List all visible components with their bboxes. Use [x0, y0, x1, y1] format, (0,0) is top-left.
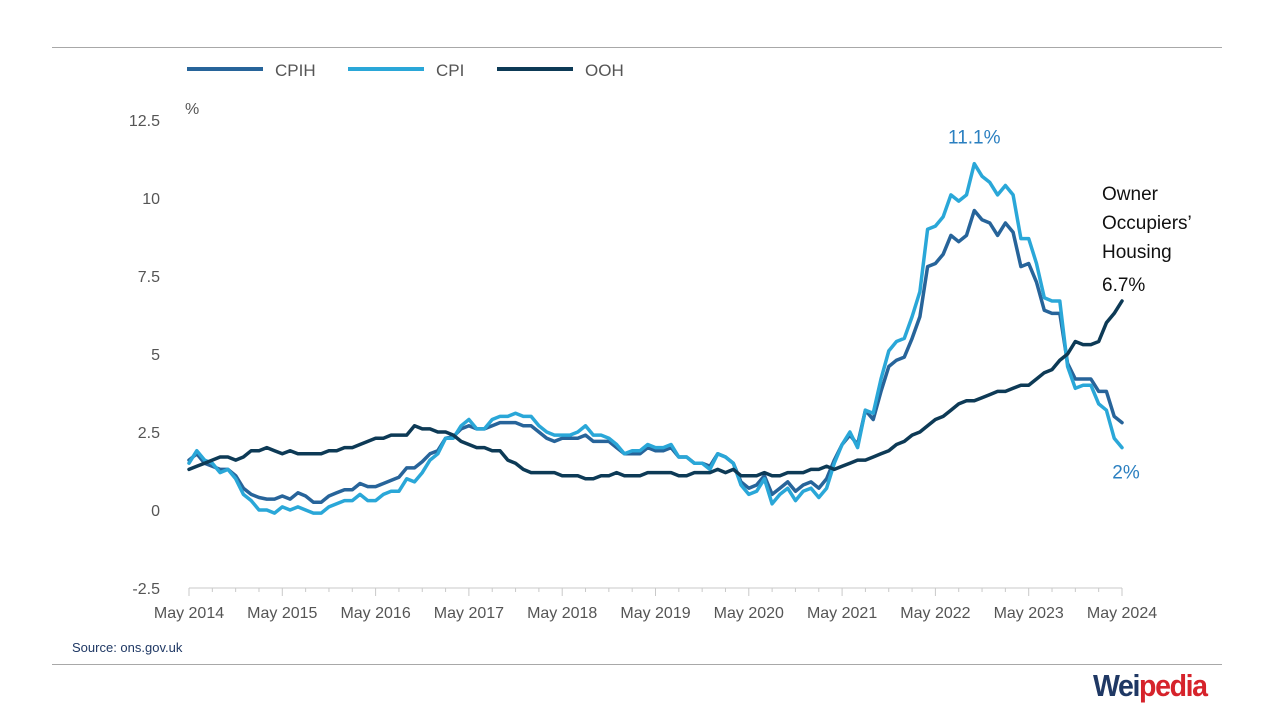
y-tick-label: 0 [151, 503, 160, 520]
annotations: 11.1% 2% Owner Occupiers’ Housing 6.7% [948, 128, 1192, 484]
x-tick-label: May 2019 [620, 605, 690, 622]
annotation-cpi-peak: 11.1% [948, 128, 1001, 149]
y-tick-label: 7.5 [138, 269, 160, 286]
legend-label-cpih: CPIH [275, 61, 316, 80]
annotation-ooh-line: Owner [1102, 184, 1159, 205]
x-tick-label: May 2018 [527, 605, 597, 622]
y-tick-label: 5 [151, 347, 160, 364]
y-axis: 12.5 10 7.5 5 2.5 0 -2.5 [129, 113, 160, 598]
series-line-ooh [187, 299, 1124, 481]
x-tick-label: May 2017 [434, 605, 504, 622]
y-tick-label: 10 [142, 191, 160, 208]
x-tick-label: May 2016 [340, 605, 410, 622]
y-axis-unit-label: % [185, 101, 199, 118]
top-rule [52, 47, 1222, 48]
annotation-cpi-latest: 2% [1112, 463, 1140, 484]
legend-label-ooh: OOH [585, 61, 624, 80]
x-tick-label: May 2015 [247, 605, 317, 622]
legend-label-cpi: CPI [436, 61, 464, 80]
y-tick-label: 12.5 [129, 113, 160, 130]
y-tick-label: -2.5 [132, 581, 160, 598]
series-line-cpih [187, 208, 1124, 504]
x-axis: May 2014 May 2015 May 2016 May 2017 May 2018… [154, 587, 1157, 622]
annotation-ooh-line: 6.7% [1102, 275, 1145, 296]
weipedia-logo[interactable]: Weipedia [1093, 668, 1208, 704]
y-tick-label: 2.5 [138, 425, 160, 442]
series-line-cpi [187, 161, 1124, 515]
annotation-ooh-line: Occupiers’ [1102, 213, 1192, 234]
source-note: Source: ons.gov.uk [72, 640, 183, 655]
x-tick-label: May 2023 [994, 605, 1064, 622]
x-tick-label: May 2024 [1087, 605, 1157, 622]
legend: CPIH CPI OOH [187, 61, 624, 80]
x-tick-label: May 2014 [154, 605, 224, 622]
x-tick-label: May 2021 [807, 605, 877, 622]
series-lines [187, 161, 1124, 515]
x-tick-label: May 2022 [900, 605, 970, 622]
logo-part-wei: Wei [1093, 668, 1140, 703]
annotation-ooh-line: Housing [1102, 242, 1172, 263]
x-tick-label: May 2020 [714, 605, 784, 622]
logo-part-pedia: pedia [1139, 668, 1208, 703]
bottom-rule [52, 664, 1222, 665]
